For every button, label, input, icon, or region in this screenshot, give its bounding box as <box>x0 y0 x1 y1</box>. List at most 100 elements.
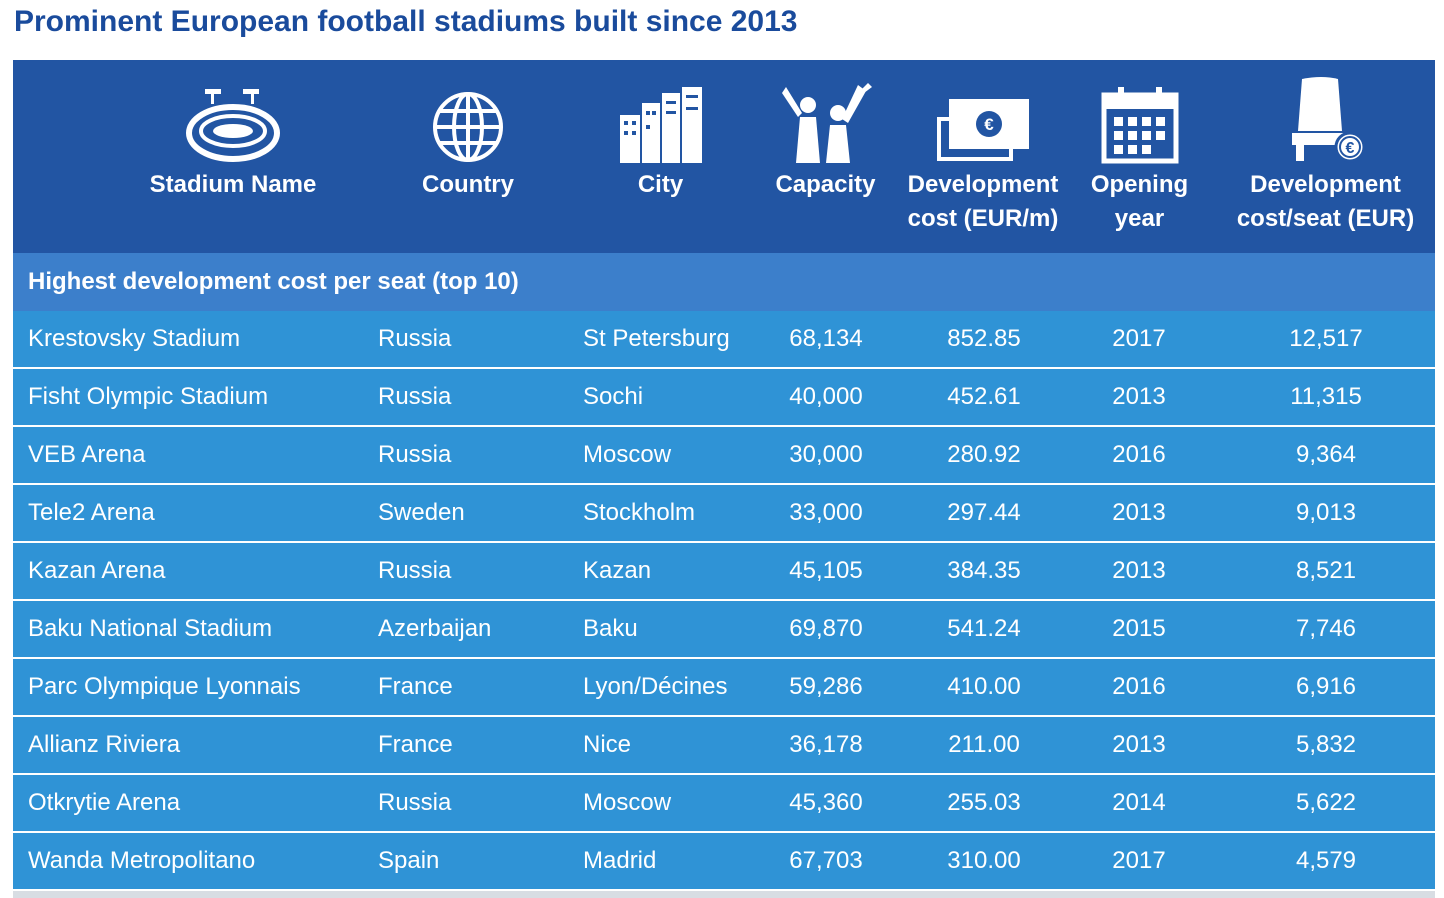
table-row: Wanda Metropolitano Spain Madrid 67,703 310.… <box>13 833 1435 889</box>
column-header-3: City <box>583 60 738 253</box>
stadium-name-cell: Krestovsky Stadium <box>28 325 241 352</box>
opening-year-cell: 2017 <box>1112 847 1166 874</box>
development-cost-cell: 280.92 <box>947 441 1021 468</box>
development-cost-cell: 255.03 <box>947 789 1021 816</box>
table-row: Tele2 Arena Sweden Stockholm 33,000 297.44 20… <box>13 485 1435 541</box>
cost-per-seat-cell: 5,622 <box>1295 789 1357 816</box>
stadium-name-cell: Allianz Riviera <box>28 731 181 758</box>
table-row: Fisht Olympic Stadium Russia Sochi 40,000 45… <box>13 369 1435 425</box>
country-cell: Azerbaijan <box>378 615 492 642</box>
column-header-label: Capacity <box>768 168 883 202</box>
city-buildings-icon <box>583 80 738 165</box>
city-cell: Stockholm <box>583 499 696 526</box>
column-header-label: City <box>583 168 738 202</box>
column-header-label-line: Stadium Name <box>149 171 317 198</box>
column-header-label-line: Opening <box>1090 171 1189 198</box>
globe-icon <box>388 80 548 165</box>
stadium-name-cell: Fisht Olympic Stadium <box>28 383 269 410</box>
cheering-fans-icon <box>768 80 883 165</box>
column-header-1: Stadium Name <box>93 60 373 253</box>
column-header-6: Opening year <box>1081 60 1198 253</box>
column-header-2: Country <box>388 60 548 253</box>
column-header-label: Stadium Name <box>93 168 373 202</box>
column-header-label: Development cost/seat (EUR) <box>1218 168 1433 236</box>
column-header-4: Capacity <box>768 60 883 253</box>
country-cell: Spain <box>378 847 440 874</box>
cost-per-seat-cell: 7,746 <box>1295 615 1357 642</box>
city-cell: Lyon/Décines <box>583 673 728 700</box>
column-header-label-line: Country <box>422 171 514 198</box>
country-cell: France <box>378 731 453 758</box>
stadium-name-cell: Otkrytie Arena <box>28 789 181 816</box>
capacity-cell: 40,000 <box>789 383 863 410</box>
table-row: Parc Olympique Lyonnais France Lyon/Décine… <box>13 659 1435 715</box>
city-cell: Kazan <box>583 557 652 584</box>
country-cell: Russia <box>378 383 452 410</box>
city-cell: Nice <box>583 731 632 758</box>
table-row: Kazan Arena Russia Kazan 45,105 384.35 2013 8,… <box>13 543 1435 599</box>
svg-text:€: € <box>1345 140 1354 157</box>
column-header-label-line: Development <box>907 171 1059 198</box>
city-cell: St Petersburg <box>583 325 730 352</box>
stadium-name-cell: Kazan Arena <box>28 557 166 584</box>
stadium-name-cell: Baku National Stadium <box>28 615 273 642</box>
column-header-label-line: City <box>637 171 684 198</box>
city-cell: Madrid <box>583 847 657 874</box>
column-header-7: € Development cost/seat (EUR) <box>1218 60 1433 253</box>
city-cell: Moscow <box>583 789 672 816</box>
column-header-label-line: cost (EUR/m) <box>907 205 1059 232</box>
development-cost-cell: 310.00 <box>947 847 1021 874</box>
cost-per-seat-cell: 6,916 <box>1295 673 1357 700</box>
table-row: Allianz Riviera France Nice 36,178 211.00 201… <box>13 717 1435 773</box>
cost-per-seat-cell: 4,579 <box>1295 847 1357 874</box>
cost-per-seat-cell: 11,315 <box>1290 383 1362 410</box>
development-cost-cell: 410.00 <box>947 673 1021 700</box>
opening-year-cell: 2013 <box>1112 731 1166 758</box>
country-cell: Russia <box>378 557 452 584</box>
capacity-cell: 69,870 <box>789 615 863 642</box>
development-cost-cell: 452.61 <box>947 383 1021 410</box>
opening-year-cell: 2015 <box>1112 615 1166 642</box>
column-header-label: Opening year <box>1081 168 1198 236</box>
stadium-name-cell: Tele2 Arena <box>28 499 155 526</box>
capacity-cell: 36,178 <box>789 731 863 758</box>
column-header-label-line: year <box>1114 205 1165 232</box>
city-cell: Moscow <box>583 441 672 468</box>
stadium-icon <box>93 80 373 165</box>
cost-per-seat-cell: 12,517 <box>1289 325 1363 352</box>
capacity-cell: 68,134 <box>789 325 863 352</box>
development-cost-cell: 384.35 <box>947 557 1021 584</box>
column-header-label: Development cost (EUR/m) <box>898 168 1068 236</box>
opening-year-cell: 2016 <box>1112 441 1166 468</box>
cost-per-seat-cell: 9,364 <box>1295 441 1357 468</box>
table-row: Baku National Stadium Azerbaijan Baku 69,87… <box>13 601 1435 657</box>
capacity-cell: 30,000 <box>789 441 863 468</box>
column-header-label-line: Development <box>1250 171 1401 198</box>
opening-year-cell: 2013 <box>1112 499 1166 526</box>
page-title: Prominent European football stadiums bui… <box>14 5 798 38</box>
svg-text:€: € <box>984 115 994 134</box>
column-header-label: Country <box>388 168 548 202</box>
opening-year-cell: 2016 <box>1112 673 1166 700</box>
table-row: Krestovsky Stadium Russia St Petersburg 68,… <box>13 311 1435 367</box>
column-header-label-line: cost/seat (EUR) <box>1236 205 1415 232</box>
opening-year-cell: 2013 <box>1112 383 1166 410</box>
stadium-name-cell: Wanda Metropolitano <box>28 847 256 874</box>
country-cell: Russia <box>378 325 452 352</box>
table-header: Stadium Name Country City Capacity € Developm… <box>13 60 1435 253</box>
seat-euro-icon: € <box>1218 77 1433 165</box>
stadium-table: Stadium Name Country City Capacity € Developm… <box>13 60 1435 898</box>
city-cell: Baku <box>583 615 638 642</box>
calendar-icon <box>1081 80 1198 165</box>
table-bottom-divider <box>13 891 1435 898</box>
table-row: VEB Arena Russia Moscow 30,000 280.92 2016 9,3… <box>13 427 1435 483</box>
city-cell: Sochi <box>583 383 644 410</box>
stadium-name-cell: Parc Olympique Lyonnais <box>28 673 301 700</box>
column-header-5: € Development cost (EUR/m) <box>898 60 1068 253</box>
section-header: Highest development cost per seat (top 1… <box>13 253 1435 311</box>
capacity-cell: 45,360 <box>789 789 863 816</box>
country-cell: France <box>378 673 453 700</box>
section-label: Highest development cost per seat (top 1… <box>28 268 519 295</box>
column-header-label-line: Capacity <box>775 171 876 198</box>
euro-banknotes-icon: € <box>898 80 1068 165</box>
